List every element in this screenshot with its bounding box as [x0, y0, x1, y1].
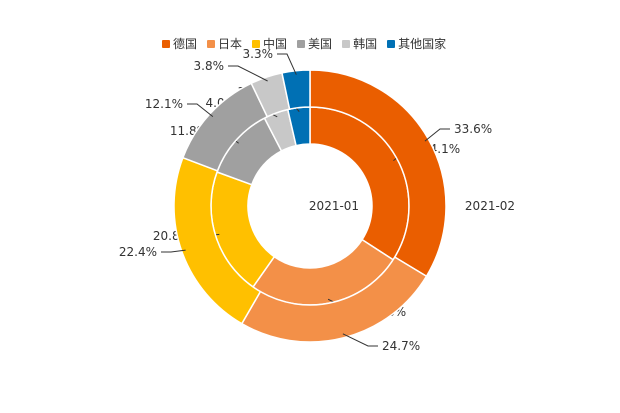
data-label: 33.6%	[454, 122, 492, 136]
legend-item[interactable]: 中国	[252, 35, 287, 52]
series-label-inner: 2021-01	[309, 199, 359, 213]
data-label: 12.1%	[145, 97, 183, 111]
data-label: 3.8%	[194, 59, 225, 73]
legend-item[interactable]: 韩国	[342, 35, 377, 52]
legend-swatch	[207, 39, 216, 48]
leader-line	[187, 103, 214, 118]
legend-label: 其他国家	[398, 37, 447, 51]
series-label-outer: 2021-02	[465, 199, 515, 213]
leader-line	[342, 333, 378, 347]
legend-swatch	[252, 39, 261, 48]
slice-outer[interactable]	[281, 69, 311, 111]
legend-swatch	[342, 39, 351, 48]
legend-label: 中国	[263, 37, 288, 51]
legend-item[interactable]: 德国	[162, 35, 197, 52]
legend-item[interactable]: 其他国家	[387, 35, 446, 52]
legend-item[interactable]: 日本	[207, 35, 242, 52]
data-label: 24.7%	[382, 339, 420, 353]
legend-item[interactable]: 美国	[297, 35, 332, 52]
data-label: 3.3%	[243, 47, 274, 61]
legend-label: 美国	[308, 37, 333, 51]
legend: 德国 日本 中国 美国 韩国 其他国家	[162, 35, 446, 52]
legend-label: 日本	[218, 37, 243, 51]
leader-line	[161, 249, 186, 253]
legend-label: 韩国	[353, 37, 378, 51]
legend-swatch	[297, 39, 306, 48]
legend-swatch	[387, 39, 396, 48]
data-label: 22.4%	[119, 245, 157, 259]
leader-line	[277, 53, 297, 75]
legend-label: 德国	[173, 37, 198, 51]
legend-swatch	[162, 39, 170, 48]
leader-line	[228, 65, 268, 82]
leader-line	[424, 128, 450, 142]
